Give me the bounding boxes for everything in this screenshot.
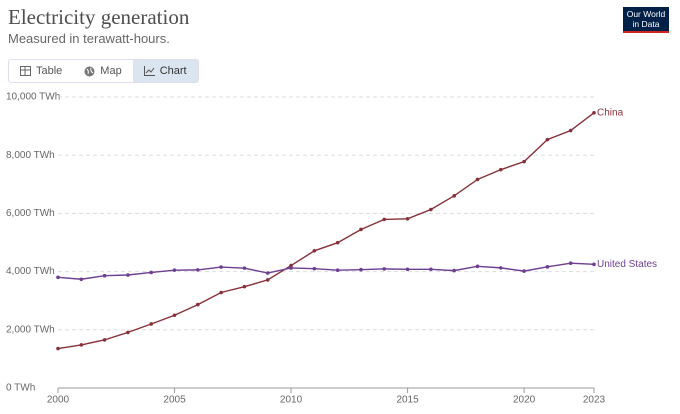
y-tick-label: 2,000 TWh <box>6 324 55 335</box>
data-point <box>102 338 107 342</box>
data-point <box>172 313 177 318</box>
data-point <box>592 111 596 115</box>
data-point <box>312 248 317 253</box>
tab-label: Table <box>36 65 63 77</box>
data-point <box>102 273 107 278</box>
data-point <box>56 275 60 280</box>
y-tick-label: 4,000 TWh <box>6 266 55 277</box>
data-point <box>545 137 550 142</box>
data-point <box>405 267 410 272</box>
data-point <box>335 268 340 273</box>
data-point <box>79 277 84 282</box>
x-tick-label: 2020 <box>513 395 536 406</box>
y-tick-label: 6,000 TWh <box>6 208 55 219</box>
tab[interactable]: Map <box>73 60 132 82</box>
data-point <box>196 302 200 307</box>
y-tick-label: 10,000 TWh <box>6 92 60 103</box>
data-point <box>242 266 247 270</box>
data-point <box>475 177 480 182</box>
icon <box>143 66 155 76</box>
data-point <box>359 267 363 272</box>
series-line <box>57 112 595 350</box>
x-tick-label: 2010 <box>280 395 303 406</box>
logo-line: Our World <box>626 9 666 19</box>
data-point <box>149 270 154 275</box>
data-point <box>242 284 247 289</box>
data-point <box>265 278 270 282</box>
data-point <box>522 159 526 164</box>
chart-subtitle: Measured in terawatt-hours. <box>8 31 170 46</box>
x-tick-label: 2015 <box>396 395 419 406</box>
data-point <box>172 268 177 272</box>
data-point <box>568 128 573 133</box>
data-point <box>265 271 270 275</box>
x-tick-label: 2023 <box>583 395 606 406</box>
data-point <box>545 265 550 269</box>
data-point <box>335 240 340 245</box>
icon <box>20 66 31 76</box>
logo[interactable]: Our World in Data <box>623 7 669 33</box>
x-tick-label: 2000 <box>47 395 70 406</box>
data-point <box>592 262 596 267</box>
data-point <box>429 207 433 212</box>
data-point <box>382 267 387 271</box>
y-tick-label: 8,000 TWh <box>6 150 55 161</box>
chart-title: Electricity generation <box>8 5 190 29</box>
data-point <box>568 261 573 266</box>
tab[interactable]: Table <box>9 60 73 82</box>
data-point <box>498 167 503 172</box>
data-point <box>498 266 503 270</box>
logo-line: in Data <box>632 19 660 29</box>
data-point <box>289 266 293 270</box>
data-point <box>429 267 433 272</box>
data-point <box>452 194 456 198</box>
icon <box>84 66 95 76</box>
x-tick-label: 2005 <box>163 395 186 406</box>
data-point <box>219 265 223 269</box>
tab-bar: Table Map Chart <box>8 59 199 83</box>
tab-label: Map <box>100 65 122 77</box>
series-label: China <box>597 107 624 118</box>
data-point <box>196 268 200 272</box>
data-point <box>79 343 84 347</box>
data-point <box>475 264 480 269</box>
data-point <box>126 273 130 277</box>
data-point <box>522 269 526 273</box>
series-label: United States <box>597 259 657 270</box>
data-point <box>219 290 223 295</box>
data-point <box>312 266 317 271</box>
data-point <box>405 216 410 221</box>
data-point <box>452 268 456 273</box>
data-point <box>149 322 154 326</box>
data-point <box>359 227 363 232</box>
series-line <box>57 262 595 280</box>
y-tick-label: 0 TWh <box>6 383 35 394</box>
data-point <box>126 330 130 335</box>
data-point <box>56 346 60 351</box>
tab-label: Chart <box>159 65 187 77</box>
tab[interactable]: Chart <box>132 60 198 82</box>
data-point <box>382 217 387 222</box>
